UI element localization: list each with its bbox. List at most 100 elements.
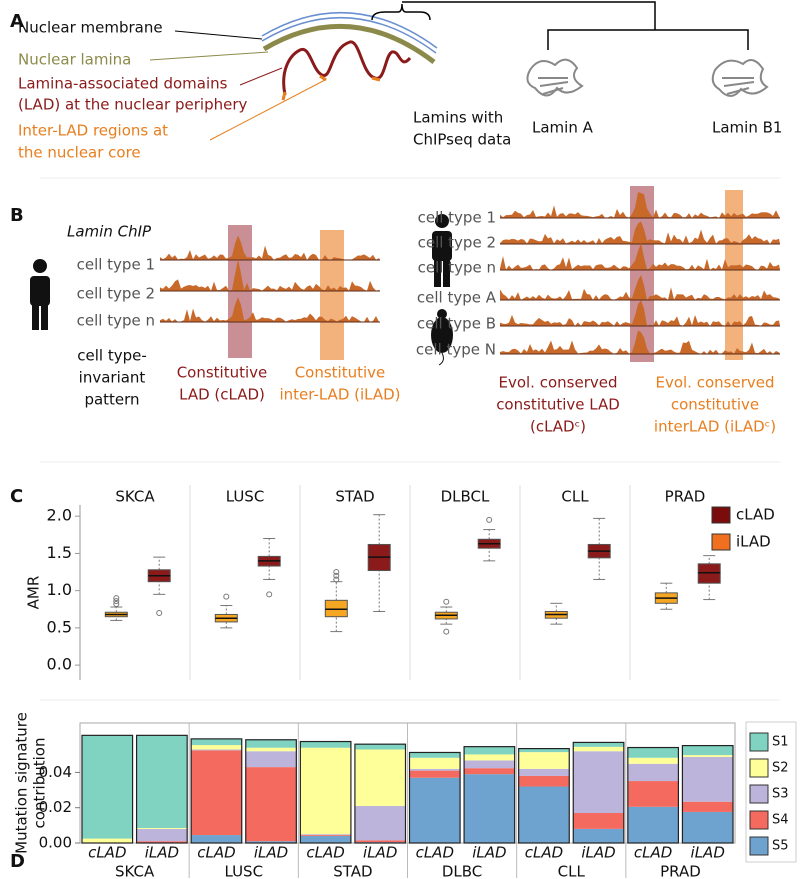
bar-outline [135,734,188,844]
x-tick-label: iLAD [472,844,506,862]
group-label: DLBC [442,863,482,879]
panel-label: C [10,486,23,507]
label: LAD (cLAD) [179,386,265,404]
group-label: SKCA [115,863,155,879]
label: Constitutive [295,364,386,382]
membrane [261,16,437,54]
bar-segment [682,745,733,756]
label: cell type N [416,341,496,359]
label: cell type n [418,259,496,277]
bar-segment [573,813,624,829]
chip-track [160,259,380,291]
legend-label: S2 [772,761,789,776]
legend-swatch [749,732,769,752]
bar-segment [573,742,624,747]
y-tick-label: 1.0 [47,580,72,599]
y-axis-label: Mutation signature [13,712,31,854]
bar-segment [354,805,406,841]
legend-swatch [711,506,731,524]
x-tick-label: iLAD [691,844,725,862]
x-tick-label: cLAD [88,844,126,862]
chip-track [500,274,780,300]
outlier [333,569,340,576]
facet-label: DLBCL [441,488,490,506]
legend-swatch [749,758,769,778]
label: cell type 2 [77,285,155,303]
legend-swatch [749,810,769,830]
outlier [113,601,120,608]
outlier [333,572,340,579]
pointer [209,79,326,141]
x-tick-label: cLAD [306,844,344,862]
outlier [443,598,450,605]
bar-outline [408,751,461,844]
legend-label: S1 [772,735,789,750]
label: invariant [79,369,146,387]
bar-segment [245,767,297,842]
bar-outline [627,746,680,844]
lad-chromatin [282,40,412,96]
bar-segment [409,757,461,769]
bar-segment [82,838,133,843]
legend-frame [745,721,797,863]
x-tick-label: iLAD [581,844,615,862]
chip-track [500,300,780,326]
charts: AMR 0.0 0.5 1.0 1.5 2.0 SKCA LUSC STAD DLBCL CLL PR… [13,485,797,879]
label: cell type 2 [418,234,496,252]
protein-icon [526,58,769,97]
outlier [266,591,273,598]
facet-label: PRAD [665,488,706,506]
bar-segment [573,828,624,843]
legend-label: iLAD [736,533,771,551]
panel-label: B [10,205,24,226]
panel-b: Lamin ChIP cell type 1 cell type 2 cell … [30,186,780,436]
group-label: LUSC [224,863,263,879]
membrane [261,11,438,49]
bar-segment [136,828,188,842]
label: Lamin A [532,119,594,137]
bar-segment [464,746,515,755]
label: (LAD) at the nuclear periphery [18,96,248,114]
legend-swatch [749,784,769,804]
pointer [149,51,269,61]
legend-label: S5 [772,839,789,854]
bar-segment [682,755,733,757]
legend-label: cLAD [736,506,775,524]
bar-segment [627,747,679,758]
bar-segment [354,749,406,806]
bar-segment [409,777,461,843]
bar-segment [245,751,297,768]
chip-track [500,221,780,244]
bar-segment [518,752,570,769]
bar-segment [245,747,297,752]
x-tick-label: iLAD [254,844,288,862]
x-tick-label: cLAD [416,844,454,862]
panel-label: D [10,851,25,872]
facet-label: CLL [561,488,589,506]
x-tick-label: cLAD [525,844,563,862]
bar-outline [354,743,407,844]
label: cell type B [417,315,496,333]
bar-segment [518,786,570,843]
label: constitutive LAD [496,396,620,414]
bar-segment [464,768,515,775]
label: Lamin B1 [712,119,782,137]
bar-outline [681,744,734,844]
y-tick-label: 0.00 [39,834,72,852]
human-icon [30,214,452,330]
chip-track [500,192,780,218]
bar-segment [191,745,242,750]
x-tick-label: iLAD [363,844,397,862]
bar-segment [136,735,188,828]
bar-segment [245,841,297,843]
bar-segment [682,756,733,802]
label: (cLADᶜ) [530,418,586,436]
y-tick-label: 0.02 [39,798,72,816]
bar-segment [464,774,515,843]
label: Evol. conserved [655,374,774,392]
y-tick-label: 0.0 [47,655,72,674]
bar-segment [573,751,624,813]
group-label: PRAD [660,863,701,879]
bar-segment [354,744,406,750]
